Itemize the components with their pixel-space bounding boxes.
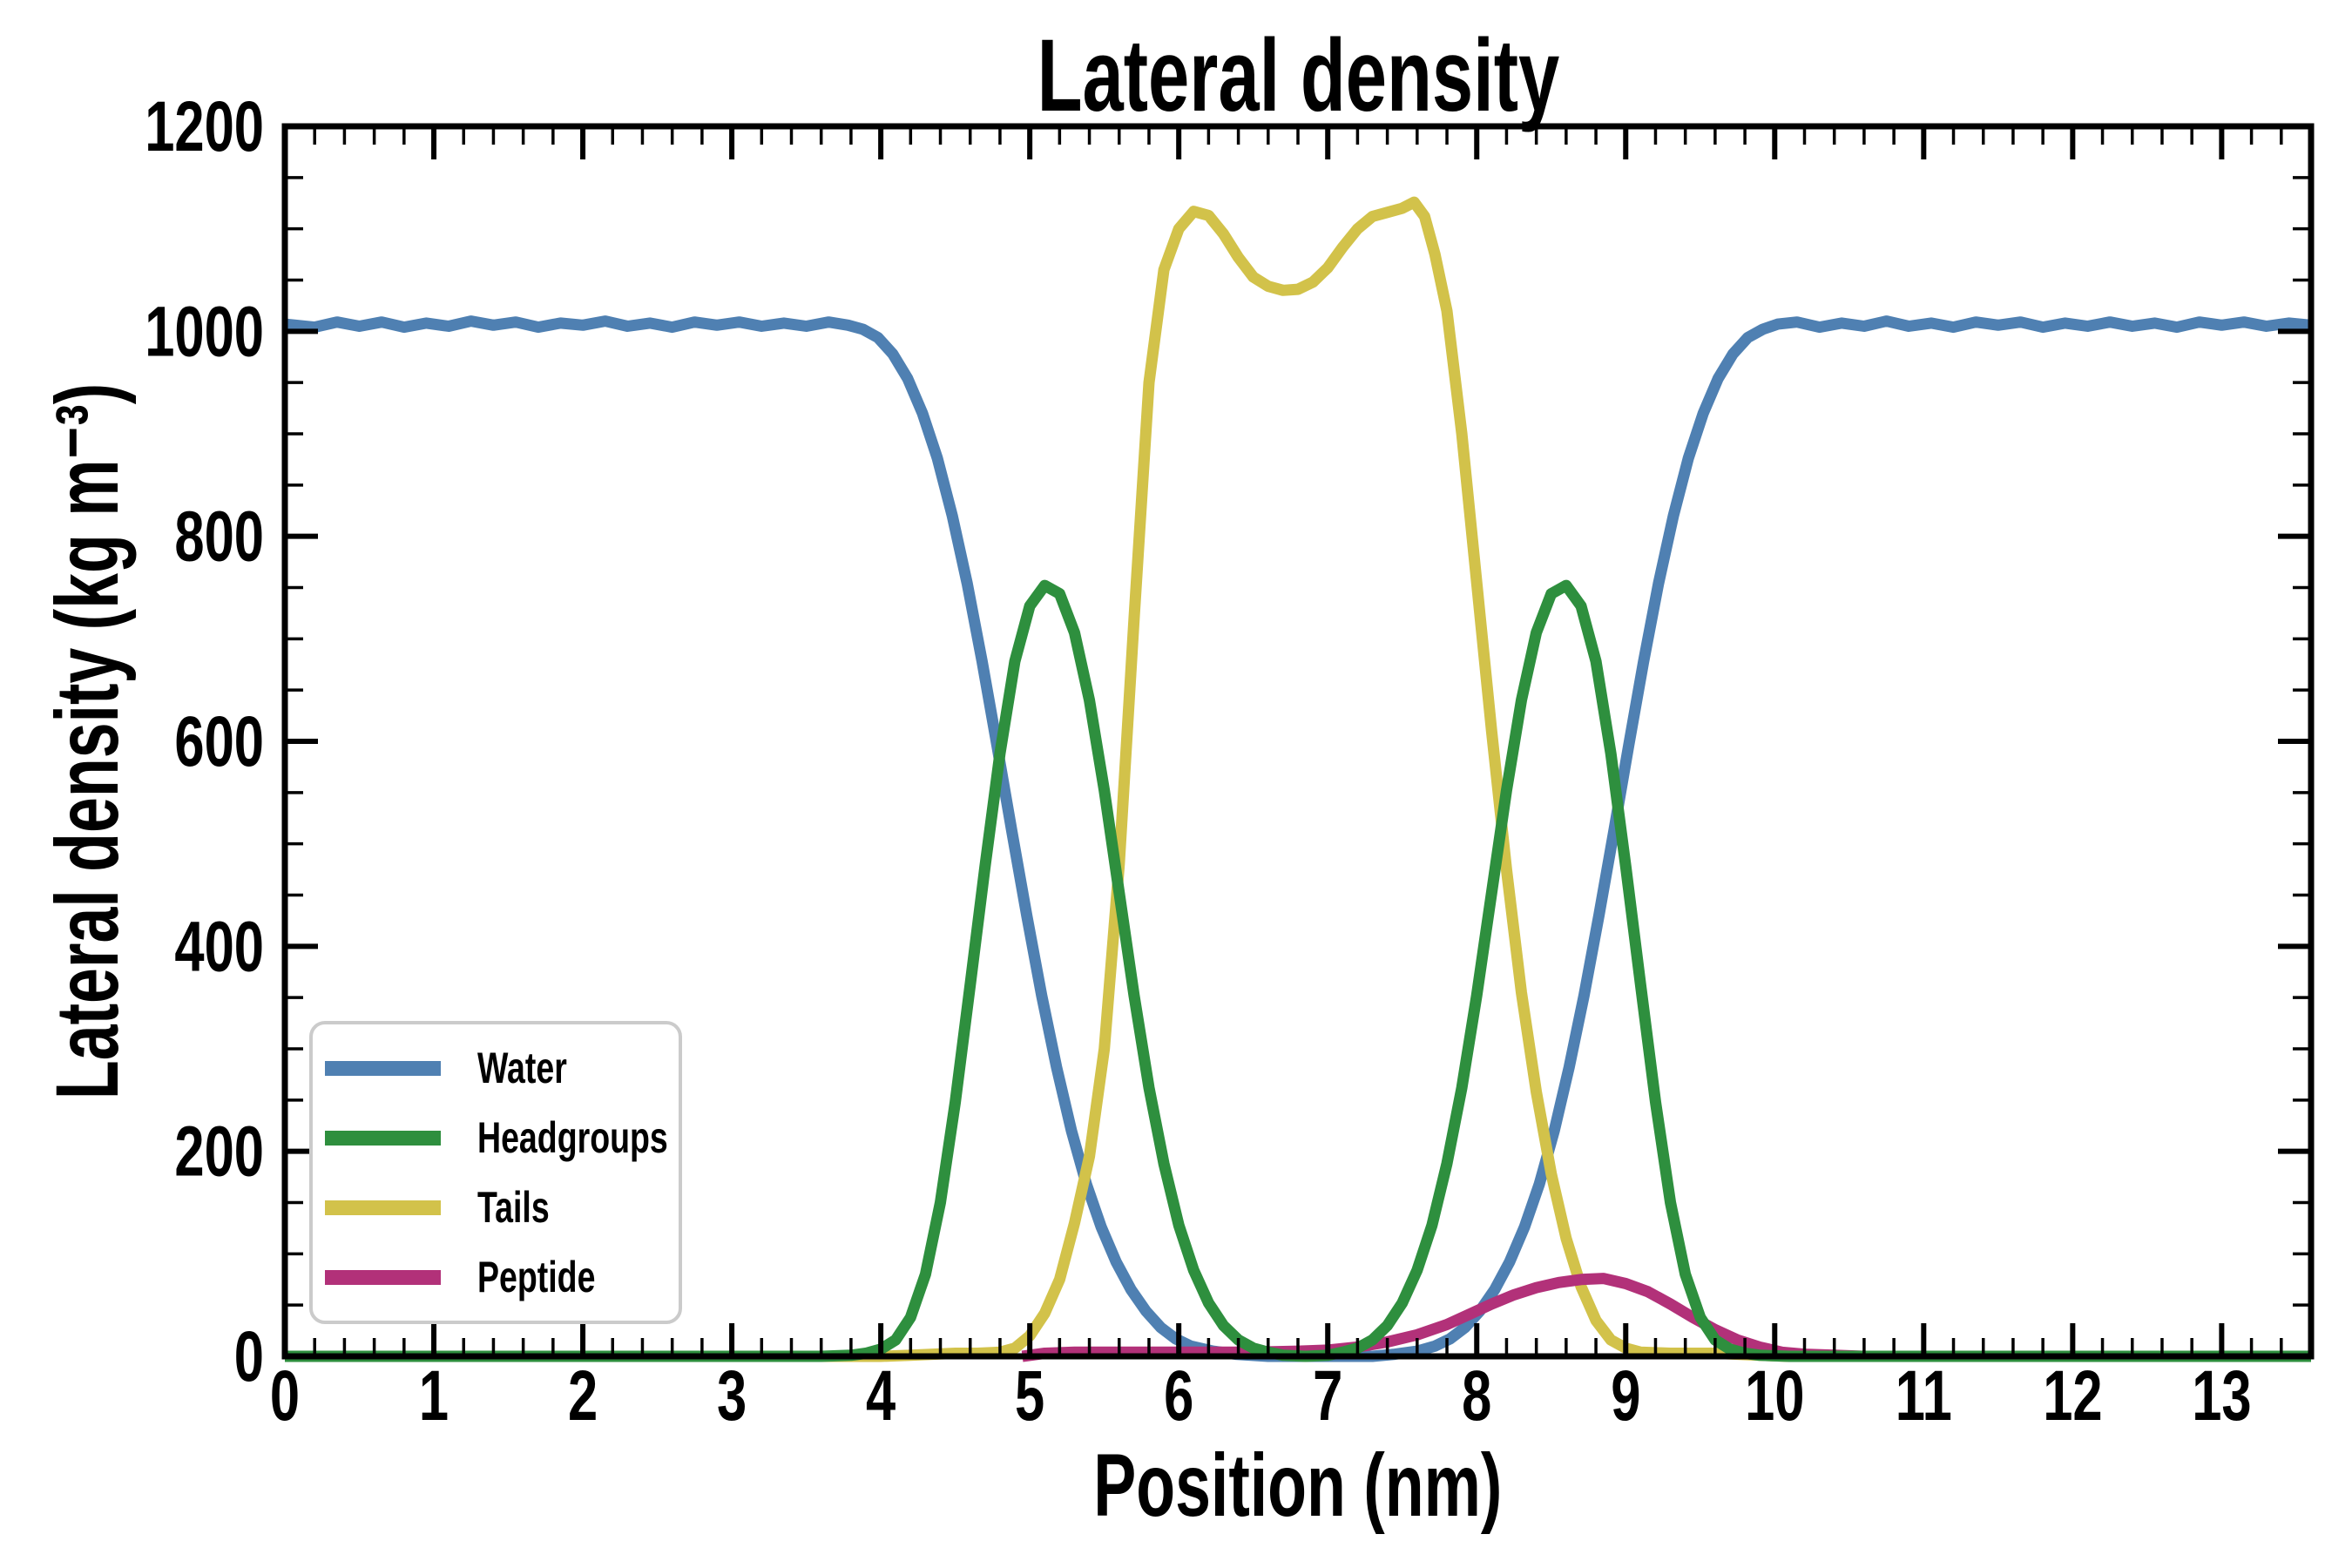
x-tick-label: 0 <box>270 1355 300 1436</box>
x-tick-label: 4 <box>866 1355 896 1436</box>
x-tick-label: 8 <box>1462 1355 1491 1436</box>
y-tick-label: 600 <box>174 701 264 781</box>
legend-item-tails: Tails <box>313 1177 679 1238</box>
x-tick-label: 12 <box>2043 1355 2102 1436</box>
legend-swatch-headgroups <box>325 1130 441 1146</box>
y-axis-label-text: Lateral density (kg m⁻³) <box>37 382 137 1100</box>
legend-swatch-water <box>325 1060 441 1076</box>
legend-label-headgroups: Headgroups <box>477 1113 668 1162</box>
legend-swatch-tails <box>325 1200 441 1215</box>
x-tick-label: 7 <box>1313 1355 1342 1436</box>
x-axis-label-text: Position (nm) <box>1093 1436 1503 1535</box>
chart-title-text: Lateral density <box>1037 18 1559 133</box>
x-tick-label: 11 <box>1896 1355 1952 1436</box>
x-tick-label: 13 <box>2192 1355 2251 1436</box>
legend-item-headgroups: Headgroups <box>313 1107 679 1168</box>
x-tick-label: 5 <box>1015 1355 1044 1436</box>
x-tick-label: 9 <box>1611 1355 1640 1436</box>
x-tick-label: 10 <box>1745 1355 1804 1436</box>
legend-item-water: Water <box>313 1037 679 1098</box>
y-tick-label: 400 <box>174 907 264 987</box>
legend-swatch-peptide <box>325 1269 441 1285</box>
legend-item-peptide: Peptide <box>313 1247 679 1308</box>
y-tick-label: 0 <box>234 1316 264 1396</box>
x-tick-label: 1 <box>419 1355 449 1436</box>
x-tick-label: 6 <box>1164 1355 1193 1436</box>
y-axis-label: Lateral density (kg m⁻³) <box>35 126 139 1356</box>
x-tick-label: 3 <box>717 1355 747 1436</box>
y-tick-label: 1200 <box>145 86 264 166</box>
y-tick-label: 800 <box>174 497 264 577</box>
y-tick-label: 200 <box>174 1112 264 1192</box>
tails-curve <box>285 196 2311 1362</box>
plot-spines <box>281 123 2315 1360</box>
x-axis-label: Position (nm) <box>285 1436 2311 1535</box>
legend-label-tails: Tails <box>477 1183 550 1232</box>
legend: Water Headgroups Tails Peptide <box>309 1021 682 1324</box>
legend-label-water: Water <box>477 1044 567 1092</box>
x-tick-label: 2 <box>568 1355 598 1436</box>
legend-label-peptide: Peptide <box>477 1253 596 1301</box>
y-tick-label: 1000 <box>145 292 264 372</box>
chart-title: Lateral density <box>285 18 2311 133</box>
